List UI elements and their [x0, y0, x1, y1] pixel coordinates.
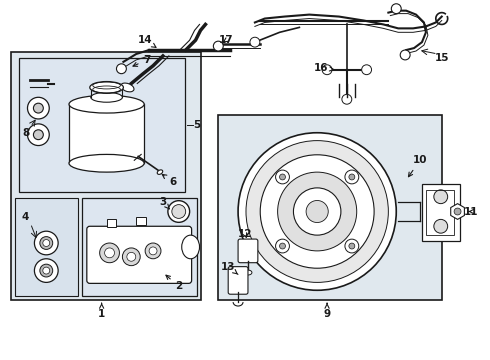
- Bar: [15, 198, 78, 296]
- Text: 10: 10: [409, 155, 427, 177]
- Circle shape: [434, 219, 448, 233]
- Bar: [82, 198, 196, 296]
- Text: 2: 2: [166, 275, 182, 291]
- Bar: [19, 58, 185, 192]
- Circle shape: [213, 41, 223, 51]
- Circle shape: [345, 170, 359, 184]
- Text: 15: 15: [435, 53, 449, 63]
- Circle shape: [349, 243, 355, 249]
- Text: 14: 14: [138, 35, 156, 48]
- Circle shape: [246, 141, 389, 282]
- Ellipse shape: [172, 204, 186, 219]
- Circle shape: [322, 65, 332, 75]
- Text: 5: 5: [193, 120, 200, 130]
- Bar: [107, 219, 117, 227]
- Bar: [219, 115, 442, 300]
- Circle shape: [149, 247, 157, 255]
- Ellipse shape: [33, 103, 43, 113]
- Text: 11: 11: [464, 207, 479, 216]
- Ellipse shape: [27, 124, 49, 145]
- Text: 9: 9: [323, 303, 331, 319]
- Circle shape: [434, 190, 448, 204]
- Circle shape: [349, 174, 355, 180]
- Circle shape: [278, 172, 357, 251]
- Circle shape: [99, 243, 120, 263]
- Ellipse shape: [27, 97, 49, 119]
- Bar: [11, 52, 200, 300]
- Bar: [136, 217, 146, 225]
- Circle shape: [345, 239, 359, 253]
- Ellipse shape: [34, 231, 58, 255]
- Ellipse shape: [91, 93, 122, 102]
- Bar: [426, 190, 454, 235]
- Circle shape: [250, 37, 260, 47]
- Ellipse shape: [33, 130, 43, 140]
- Ellipse shape: [121, 83, 134, 92]
- Circle shape: [342, 94, 352, 104]
- Circle shape: [145, 243, 161, 259]
- Text: 13: 13: [221, 262, 238, 274]
- FancyBboxPatch shape: [228, 267, 248, 294]
- Circle shape: [122, 248, 140, 266]
- Ellipse shape: [43, 239, 50, 247]
- Circle shape: [104, 248, 115, 258]
- Circle shape: [260, 155, 374, 268]
- Circle shape: [117, 64, 126, 74]
- Ellipse shape: [34, 259, 58, 282]
- Circle shape: [400, 50, 410, 60]
- Ellipse shape: [69, 154, 144, 172]
- Circle shape: [238, 133, 396, 290]
- Ellipse shape: [69, 95, 144, 113]
- Text: 8: 8: [22, 128, 29, 138]
- Ellipse shape: [157, 170, 163, 174]
- Bar: [69, 104, 144, 163]
- Circle shape: [362, 65, 371, 75]
- Circle shape: [275, 239, 290, 253]
- Circle shape: [306, 201, 328, 222]
- Text: 3: 3: [159, 197, 170, 209]
- Ellipse shape: [43, 267, 50, 274]
- Circle shape: [275, 170, 290, 184]
- Ellipse shape: [168, 201, 190, 222]
- Text: 16: 16: [314, 63, 334, 73]
- Circle shape: [127, 252, 136, 261]
- Text: 12: 12: [238, 229, 252, 239]
- Ellipse shape: [182, 235, 199, 259]
- Circle shape: [454, 208, 461, 215]
- Ellipse shape: [244, 270, 252, 275]
- Circle shape: [279, 174, 286, 180]
- Bar: [422, 184, 460, 241]
- Text: 6: 6: [162, 175, 176, 187]
- Ellipse shape: [40, 237, 53, 249]
- FancyBboxPatch shape: [238, 239, 258, 263]
- FancyBboxPatch shape: [87, 226, 192, 283]
- Text: 7: 7: [133, 55, 151, 66]
- Text: 1: 1: [98, 303, 105, 319]
- Text: 17: 17: [219, 35, 234, 45]
- Circle shape: [294, 188, 341, 235]
- Circle shape: [392, 4, 401, 14]
- Circle shape: [279, 243, 286, 249]
- Ellipse shape: [40, 264, 53, 277]
- Ellipse shape: [90, 82, 123, 93]
- Text: 4: 4: [22, 212, 29, 222]
